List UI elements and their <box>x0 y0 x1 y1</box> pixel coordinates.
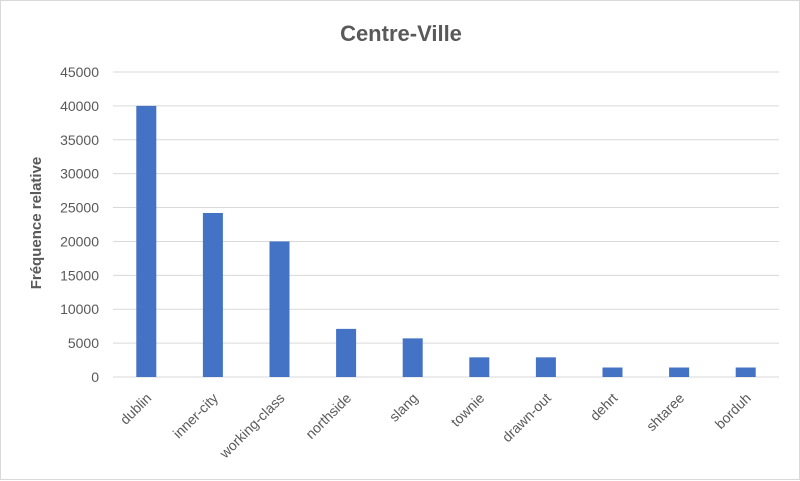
x-tick-label: shtaree <box>643 390 687 434</box>
y-tick-label: 30000 <box>60 166 99 182</box>
y-axis-label: Fréquence relative <box>28 157 45 290</box>
x-tick-label: slang <box>386 390 421 425</box>
y-tick-label: 10000 <box>60 301 99 317</box>
bar-borduh <box>735 367 756 377</box>
y-tick-label: 40000 <box>60 98 99 114</box>
bar-inner-city <box>202 212 223 377</box>
gridlines <box>113 71 779 378</box>
bar-northside <box>336 328 357 377</box>
bars <box>136 105 756 377</box>
y-tick-label: 0 <box>91 369 99 385</box>
x-tick-label: townie <box>447 390 487 430</box>
y-tick-label: 20000 <box>60 233 99 249</box>
x-tick-label: inner-city <box>170 390 221 441</box>
bar-working-class <box>269 241 290 377</box>
y-tick-label: 15000 <box>60 267 99 283</box>
y-tick-label: 5000 <box>68 335 99 351</box>
y-tick-labels: 0 5000 10000 15000 20000 25000 30000 35000 40000… <box>60 64 99 385</box>
bar-drawn-out <box>535 357 556 377</box>
x-tick-label: working-class <box>216 390 288 462</box>
chart-title: Centre-Ville <box>340 21 462 46</box>
x-tick-label: dublin <box>117 390 155 428</box>
y-tick-label: 45000 <box>60 64 99 80</box>
bar-dehrt <box>602 367 623 377</box>
x-tick-label: dehrt <box>587 390 621 424</box>
y-tick-label: 25000 <box>60 200 99 216</box>
y-tick-label: 35000 <box>60 132 99 148</box>
bar-dublin <box>136 105 157 377</box>
x-tick-label: northside <box>302 390 354 442</box>
bar-townie <box>469 357 490 377</box>
x-tick-label: drawn-out <box>499 390 554 445</box>
bar-slang <box>402 338 423 377</box>
x-tick-label: borduh <box>712 390 754 432</box>
bar-shtaree <box>669 367 690 377</box>
